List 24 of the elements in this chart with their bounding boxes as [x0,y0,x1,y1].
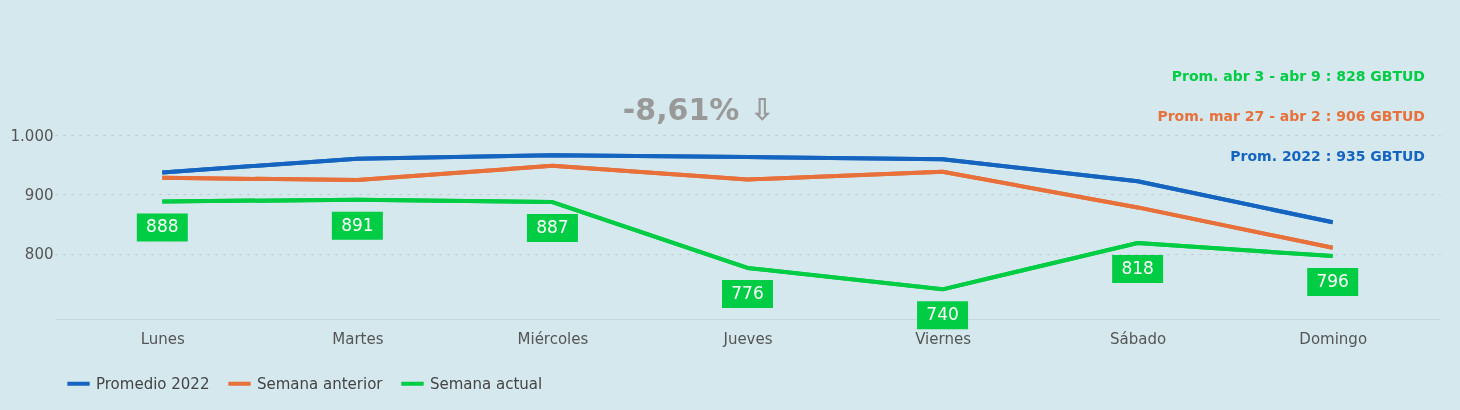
y-tick-label: 1.000 [10,126,54,145]
data-label: 887 [536,217,569,238]
x-tick-label: Miércoles [517,329,589,348]
legend-label: Semana actual [430,374,543,393]
x-tick-label: Jueves [722,329,773,348]
chart-title: -8,61% ⇩ [622,92,775,127]
annotation: Prom. 2022 : 935 GBTUD [1230,148,1425,164]
y-tick-label: 900 [24,185,54,204]
x-tick-label: Viernes [915,329,972,348]
x-tick-label: Domingo [1299,329,1368,348]
data-label: 776 [731,282,764,303]
data-label: 891 [341,214,374,235]
text: Prom. mar 27 - abr 2 : 906 GBTUD [1157,108,1425,124]
x-tick-label: Lunes [140,329,186,348]
y-tick-label: 800 [24,245,54,264]
text: Prom. abr 3 - abr 9 : 828 GBTUD [1171,68,1425,84]
legend-label: Promedio 2022 [96,374,210,393]
data-label: 796 [1316,271,1349,292]
x-tick-label: Martes [332,329,384,348]
legend-label: Semana anterior [257,374,384,393]
x-tick-label: Sábado [1110,329,1167,348]
data-label: 740 [926,304,959,325]
data-label: 818 [1121,258,1154,279]
data-label: 888 [146,216,179,237]
